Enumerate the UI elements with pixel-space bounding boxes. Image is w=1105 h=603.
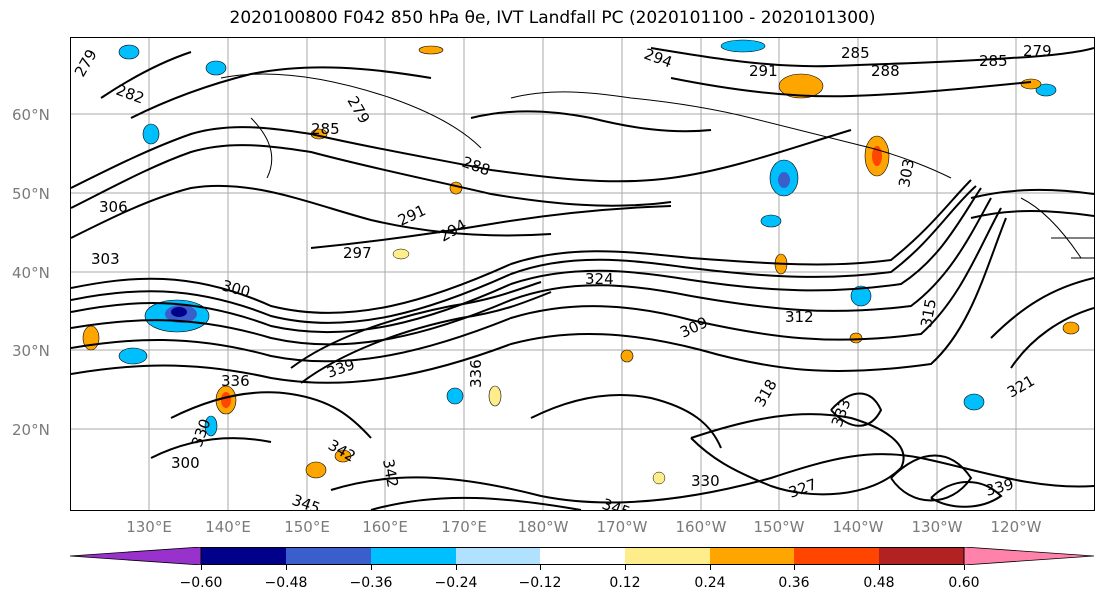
contour-label: 288	[871, 62, 900, 80]
contour-label: 279	[344, 93, 374, 127]
colorbar-tick	[201, 565, 202, 570]
contour-label: 300	[220, 276, 252, 301]
colorbar-segment	[201, 547, 286, 565]
contour-label: 336	[221, 372, 250, 390]
colorbar-label: −0.48	[264, 575, 308, 591]
colorbar-segment	[540, 547, 625, 565]
colorbar-tick	[371, 565, 372, 570]
colorbar-segment	[371, 547, 456, 565]
colorbar-label: 0.48	[863, 575, 895, 591]
lat-label-50n: 50°N	[12, 185, 50, 203]
contour-label: 279	[71, 46, 101, 80]
lon-label-170e: 170°E	[441, 518, 487, 536]
colorbar-segment	[879, 547, 964, 565]
colorbar-segment	[286, 547, 371, 565]
ivt-pc-shading	[82, 39, 1080, 485]
colorbar-label: 0.12	[609, 575, 641, 591]
contour-label: 342	[379, 458, 402, 489]
lon-label-150e: 150°E	[284, 518, 330, 536]
colorbar-extend-low	[70, 547, 202, 565]
contour-label: 294	[436, 216, 470, 246]
contour-label: 291	[395, 201, 429, 229]
contour-label: 339	[324, 355, 357, 382]
colorbar-segment	[794, 547, 879, 565]
contour-label: 285	[979, 52, 1008, 70]
lat-label-30n: 30°N	[12, 342, 50, 360]
lon-label-120w: 120°W	[990, 518, 1042, 536]
colorbar-segment	[456, 547, 540, 565]
contour-label: 303	[91, 250, 120, 268]
contour-label: 300	[171, 454, 200, 472]
contour-label: 324	[585, 270, 614, 288]
colorbar-segment	[710, 547, 794, 565]
contour-label: 318	[751, 376, 781, 410]
contour-label: 282	[114, 81, 147, 108]
lat-label-20n: 20°N	[12, 421, 50, 439]
colorbar-tick	[625, 565, 626, 570]
colorbar-label: 0.24	[694, 575, 726, 591]
contour-label: 345	[600, 495, 633, 510]
colorbar-extend-high	[963, 547, 1095, 565]
colorbar-label: 0.36	[778, 575, 810, 591]
gridlines	[71, 38, 1094, 510]
colorbar-label: −0.12	[518, 575, 562, 591]
lon-label-160w: 160°W	[675, 518, 727, 536]
contour-label: 330	[691, 472, 720, 490]
contour-label: 327	[786, 475, 819, 502]
contour-label: 336	[467, 359, 485, 388]
colorbar-label: −0.24	[434, 575, 478, 591]
lon-label-130w: 130°W	[911, 518, 963, 536]
contour-label: 312	[785, 308, 814, 326]
contour-label: 306	[99, 198, 128, 216]
contour-label: 315	[917, 297, 940, 328]
lon-label-150w: 150°W	[753, 518, 805, 536]
contour-label: 330	[188, 416, 215, 449]
lat-label-40n: 40°N	[12, 264, 50, 282]
colorbar-tick	[964, 565, 965, 570]
contour-label: 285	[311, 120, 340, 138]
contour-label: 345	[290, 491, 323, 510]
lon-label-140w: 140°W	[832, 518, 884, 536]
lat-label-60n: 60°N	[12, 106, 50, 124]
contour-label: 288	[460, 153, 493, 180]
colorbar-tick	[540, 565, 541, 570]
contour-label: 279	[1023, 42, 1052, 60]
lon-label-170w: 170°W	[596, 518, 648, 536]
lon-label-130e: 130°E	[126, 518, 172, 536]
map-panel: 279 282 279 285 288 291 294 297 300 303 …	[71, 38, 1094, 510]
colorbar-tick	[456, 565, 457, 570]
contour-label: 297	[343, 244, 372, 262]
contour-labels: 279 282 279 285 288 291 294 297 300 303 …	[71, 42, 1052, 510]
colorbar-segment	[625, 547, 710, 565]
colorbar-label: −0.36	[349, 575, 393, 591]
theta-e-contours	[71, 47, 1094, 510]
colorbar-tick	[710, 565, 711, 570]
colorbar-label: −0.60	[179, 575, 223, 591]
contour-label: 303	[895, 157, 918, 188]
coastlines	[220, 73, 1094, 259]
contour-label: 285	[841, 44, 870, 62]
contour-label: 339	[983, 475, 1015, 500]
colorbar	[70, 547, 1095, 565]
colorbar-tick	[794, 565, 795, 570]
contour-label: 294	[642, 45, 675, 72]
lon-label-160e: 160°E	[362, 518, 408, 536]
lon-label-140e: 140°E	[205, 518, 251, 536]
contour-label: 291	[749, 62, 778, 80]
figure-title: 2020100800 F042 850 hPa θe, IVT Landfall…	[229, 8, 876, 28]
colorbar-tick	[879, 565, 880, 570]
colorbar-label: 0.60	[948, 575, 980, 591]
lon-label-180w: 180°W	[517, 518, 569, 536]
contour-label: 321	[1004, 372, 1038, 402]
colorbar-tick	[286, 565, 287, 570]
